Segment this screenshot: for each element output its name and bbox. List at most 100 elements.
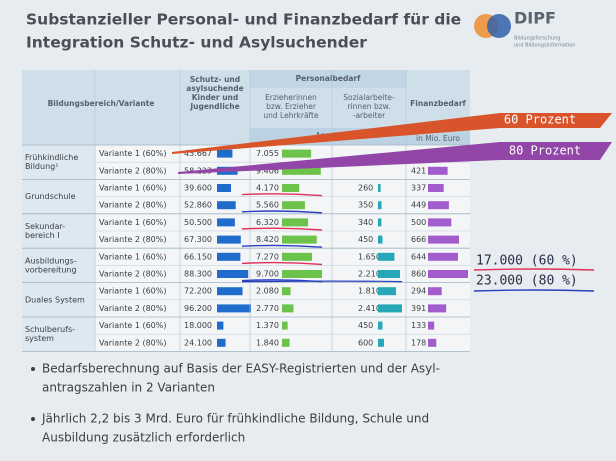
arrow-label: 60 Prozent [504, 113, 576, 127]
table: Bildungsbereich/Variante Schutz- undasyls… [22, 70, 470, 352]
cell-value: 294 [411, 287, 426, 296]
underline [473, 268, 595, 271]
cell-value: 2.410 [358, 304, 381, 313]
cell-bar [378, 235, 383, 244]
cell-value: 133 [411, 321, 426, 330]
variant: Variante 1 (60%) [99, 184, 167, 193]
cell-value: 644 [411, 252, 426, 261]
cell-bar [378, 270, 401, 278]
cell-bar [217, 149, 233, 158]
cell-bar [428, 166, 448, 175]
variant: Variante 2 (80%) [99, 270, 167, 279]
cell-bar [217, 321, 224, 330]
cell-value: 2.080 [256, 287, 279, 296]
cell-value: 500 [411, 218, 426, 227]
cell-bar [282, 338, 290, 347]
cell-value: 9.406 [256, 166, 279, 175]
underline [241, 193, 323, 197]
header: Jugendliche [189, 102, 239, 111]
area-label: Bildung¹ [25, 162, 58, 171]
cell-bar [282, 321, 288, 330]
cell-bar [428, 321, 435, 330]
variant: Variante 2 (80%) [99, 338, 167, 347]
cell-value: 72.200 [184, 287, 212, 296]
cell-bar [282, 184, 300, 192]
cell-value: 7.270 [256, 252, 279, 261]
cell-value: 6.320 [256, 218, 279, 227]
header: in Mio. Euro [416, 134, 460, 143]
cell-bar [282, 304, 294, 313]
cell-bar [428, 218, 452, 227]
header: bzw. Erzieher [266, 102, 317, 111]
area-label: Frühkindliche [25, 153, 78, 162]
cell-bar [217, 252, 241, 261]
area-label: system [25, 334, 54, 343]
logo-circle [487, 14, 511, 38]
cell-value: 67.300 [184, 235, 212, 244]
underline [241, 261, 323, 266]
cell-bar [428, 287, 442, 296]
cell-value: 5.560 [256, 201, 279, 210]
cell-bar [282, 287, 291, 296]
cell-value: 337 [411, 184, 426, 193]
area-label: Sekundar- [25, 222, 65, 231]
bullet-text: antragszahlen in 2 Varianten [42, 381, 215, 395]
cell-value: 600 [358, 338, 373, 347]
annotations: 60 Prozent 80 Prozent 17.000 (60 %) 23.000 … [31, 113, 612, 445]
header-bg [250, 70, 406, 88]
cell-value: 39.600 [184, 184, 212, 193]
cell-bar [282, 270, 322, 278]
note: 23.000 (80 %) [476, 274, 578, 289]
cell-bar [378, 218, 382, 227]
cell-bar [282, 149, 312, 158]
area-label: Schulberufs- [25, 325, 75, 334]
cell-value: 860 [411, 270, 426, 279]
cell-value: 178 [411, 338, 426, 347]
cell-value: 391 [411, 304, 426, 313]
cell-bar [217, 218, 235, 227]
cell-value: 9.700 [256, 270, 279, 279]
cell-bar [428, 235, 459, 244]
area-label: vorbereitung [25, 265, 77, 274]
underline [241, 280, 403, 283]
variant: Variante 1 (60%) [99, 149, 167, 158]
cell-value: 8.420 [256, 235, 279, 244]
variant: Variante 2 (80%) [99, 166, 167, 175]
cell-value: 50.500 [184, 218, 212, 227]
cell-bar [217, 235, 241, 244]
underline [473, 289, 595, 292]
underline [241, 244, 323, 248]
cell-value: 1.840 [256, 338, 279, 347]
cell-value: 421 [411, 166, 426, 175]
bullet-text: Ausbildung zusätzlich erforderlich [42, 431, 245, 445]
cell-value: 260 [358, 184, 373, 193]
area-label: Ausbildungs- [25, 256, 77, 265]
cell-bar [282, 235, 317, 244]
title: Substanzieller Personal- und Finanzbedar… [26, 11, 461, 29]
header: Personalbedarf [296, 74, 361, 83]
cell-bar [378, 321, 383, 330]
cell-value: 450 [358, 321, 373, 330]
area-label: bereich I [25, 231, 60, 240]
cell-value: 52.860 [184, 201, 212, 210]
cell-bar [428, 270, 468, 278]
cell-value: 66.150 [184, 252, 212, 261]
cell-bar [217, 338, 226, 347]
variant: Variante 1 (60%) [99, 252, 167, 261]
header: asylsuchende [186, 84, 243, 93]
header: Erzieherinnen [265, 93, 317, 102]
cell-value: 24.100 [184, 338, 212, 347]
variant: Variante 2 (80%) [99, 235, 167, 244]
variant: Variante 1 (60%) [99, 287, 167, 296]
cell-bar [378, 287, 397, 296]
logo: DIPF [514, 9, 556, 28]
cell-bar [428, 304, 447, 313]
cell-value: 4.170 [256, 184, 279, 193]
cell-bar [217, 287, 243, 296]
cell-bar [428, 252, 458, 261]
cell-bar [217, 304, 251, 313]
cell-bar [217, 201, 236, 210]
variant: Variante 2 (80%) [99, 304, 167, 313]
cell-bar [378, 201, 382, 210]
